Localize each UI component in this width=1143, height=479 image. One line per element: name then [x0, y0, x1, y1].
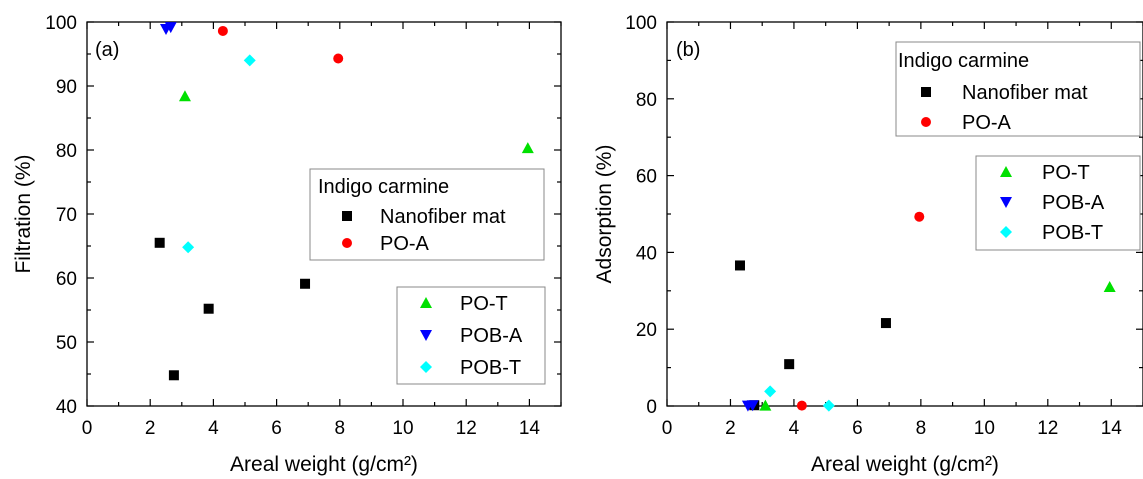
series-pob-a [160, 22, 177, 36]
legend-title: Indigo carmine [898, 50, 1029, 72]
legend-label: PO-T [460, 293, 508, 315]
x-tick-label: 4 [208, 418, 219, 439]
legend-label: Nanofiber mat [962, 82, 1088, 104]
data-point [300, 278, 311, 289]
data-point [333, 53, 344, 64]
panel-label: (b) [676, 39, 700, 61]
x-tick-label: 6 [852, 418, 863, 439]
y-tick-label: 60 [636, 167, 657, 188]
x-tick-label: 8 [916, 418, 927, 439]
x-tick-label: 12 [456, 418, 477, 439]
data-point [914, 211, 925, 222]
data-point [880, 318, 891, 329]
data-point [203, 303, 214, 314]
y-tick-label: 40 [56, 397, 77, 418]
legend-frame [895, 41, 1141, 137]
x-tick-label: 8 [335, 418, 346, 439]
legend-box: Indigo carmine Nanofiber mat PO-A [895, 41, 1141, 137]
series-pob-t [182, 54, 256, 254]
data-point [796, 400, 807, 411]
x-axis-title: Areal weight (g/cm²) [811, 453, 999, 476]
legend-marker [420, 297, 432, 308]
series-po-t [178, 90, 534, 154]
data-point [178, 90, 191, 102]
x-tick-label: 2 [145, 418, 156, 439]
x-tick-label: 12 [1037, 418, 1058, 439]
y-tick-label: 70 [56, 205, 77, 226]
series-po-a [217, 25, 344, 64]
y-tick-label: 20 [636, 320, 657, 341]
y-tick-label: 80 [56, 141, 77, 162]
x-tick-label: 10 [392, 418, 413, 439]
y-axis-title: Filtration (%) [12, 154, 35, 273]
data-point [243, 54, 256, 67]
data-point [746, 400, 759, 412]
series-pob-t [764, 385, 835, 412]
legend-label: PO-T [1042, 162, 1090, 184]
legend-marker [1000, 226, 1012, 238]
data-point [168, 370, 179, 381]
x-tick-label: 6 [271, 418, 282, 439]
legend-marker [921, 87, 931, 97]
data-point [759, 399, 772, 411]
series-nanofiber-mat [154, 237, 311, 381]
y-tick-label: 50 [56, 333, 77, 354]
legend-box: PO-T POB-A POB-T [975, 155, 1141, 251]
data-point [217, 25, 228, 36]
series-nanofiber-mat [734, 260, 891, 411]
x-tick-label: 10 [974, 418, 995, 439]
data-point [182, 241, 195, 254]
legend-label: POB-T [1042, 222, 1103, 244]
chart-panel-a: 0 2 4 6 8 10 12 14 40 50 60 70 80 90 100 Areal weight (… [12, 13, 562, 476]
x-tick-label: 0 [82, 418, 93, 439]
chart-panel-b: 0 2 4 6 8 10 12 14 0 20 40 60 80 100 Areal weight (g/c… [593, 13, 1143, 476]
legend-box: Indigo carmine Nanofiber mat PO-A [309, 168, 545, 261]
series-pob-a [741, 400, 759, 412]
x-tick-label: 14 [519, 418, 541, 439]
x-axis-title: Areal weight (g/cm²) [230, 453, 418, 476]
x-tick-label: 4 [789, 418, 800, 439]
series-po-a [796, 211, 925, 411]
data-point [822, 399, 835, 412]
legend-marker [1000, 166, 1012, 177]
x-tick-label: 0 [662, 418, 673, 439]
data-point [164, 22, 177, 34]
data-point [734, 260, 745, 271]
legend-box: PO-T POB-A POB-T [396, 286, 546, 385]
y-tick-label: 0 [646, 397, 657, 418]
panel-label: (a) [95, 39, 119, 61]
legend-label: POB-A [1042, 192, 1105, 214]
y-tick-label: 100 [45, 13, 77, 34]
x-tick-label: 14 [1101, 418, 1123, 439]
legend-label: PO-A [962, 112, 1012, 134]
legend-label: PO-A [380, 233, 430, 255]
legend-label: Nanofiber mat [380, 206, 506, 228]
data-point [784, 359, 795, 370]
legend-marker [342, 211, 352, 221]
y-tick-label: 40 [636, 243, 657, 264]
y-tick-label: 60 [56, 269, 77, 290]
y-tick-label: 100 [625, 13, 657, 34]
legend-marker [921, 117, 931, 127]
legend-marker [420, 330, 432, 341]
legend-marker [1000, 197, 1012, 208]
data-point [154, 237, 165, 248]
data-point [764, 385, 777, 398]
y-tick-label: 80 [636, 90, 657, 111]
y-axis-title: Adsorption (%) [593, 145, 616, 284]
data-point [1103, 280, 1116, 292]
data-point [521, 142, 534, 154]
legend-marker [342, 238, 352, 248]
y-tick-label: 90 [56, 77, 77, 98]
legend-title: Indigo carmine [318, 176, 449, 198]
legend-marker [420, 361, 432, 373]
x-tick-label: 2 [725, 418, 736, 439]
legend-label: POB-T [460, 357, 521, 379]
legend-label: POB-A [460, 325, 523, 347]
series-po-t [759, 280, 1116, 411]
